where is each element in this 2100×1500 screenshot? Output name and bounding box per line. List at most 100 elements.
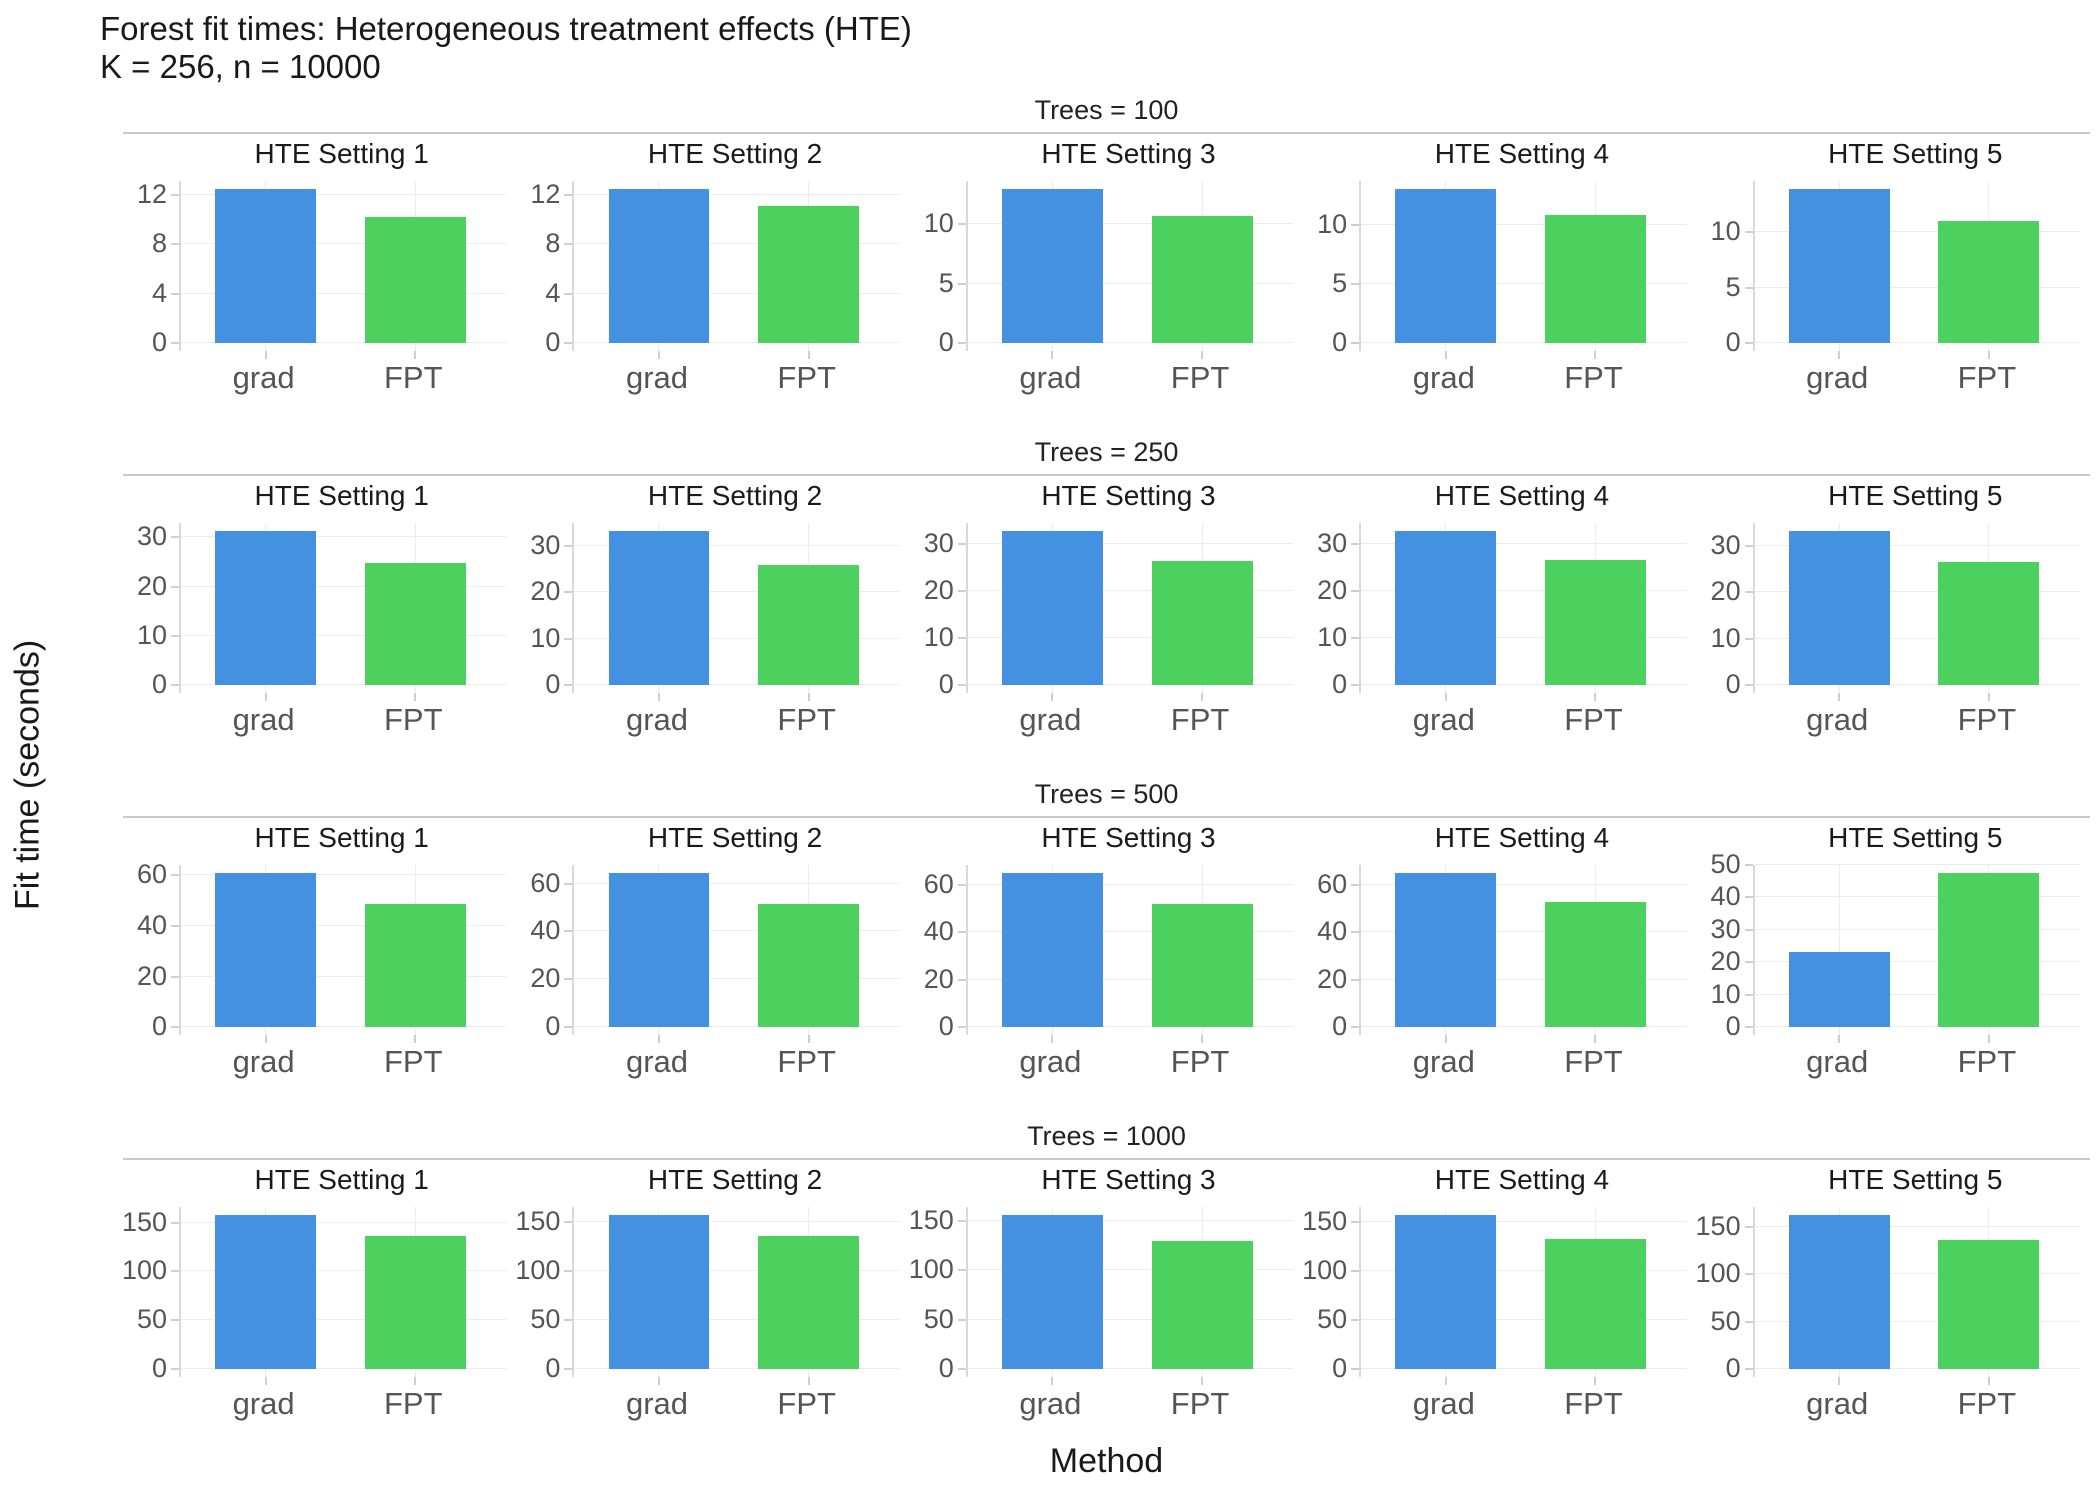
subplot: HTE Setting 2 0 50 100 150 grad FPT <box>515 1163 909 1428</box>
y-tick-label: 60 <box>530 867 561 898</box>
y-tick-mark <box>564 1220 573 1223</box>
y-tick-mark <box>564 1368 573 1371</box>
y-axis-ticks: 0 10 20 30 <box>516 523 573 698</box>
x-category-labels: grad FPT <box>1753 703 2078 739</box>
gridline-horizontal <box>967 684 1294 686</box>
y-tick-mark <box>957 223 966 226</box>
x-tick-mark <box>264 1035 267 1043</box>
y-tick-label: 100 <box>1302 1254 1348 1285</box>
bar-grad <box>215 872 317 1028</box>
bar-grad <box>1788 952 1890 1028</box>
y-tick-label: 60 <box>1317 868 1348 899</box>
gridline-horizontal <box>1754 231 2080 233</box>
gridline-horizontal <box>574 292 900 294</box>
x-tick-label-grad: grad <box>1019 1044 1082 1079</box>
gridline-horizontal <box>1754 1226 2080 1228</box>
subplot-title: HTE Setting 1 <box>254 480 429 511</box>
bar-grad <box>215 530 317 686</box>
gridline-horizontal <box>1754 896 2080 898</box>
x-tick-mark <box>807 1377 810 1385</box>
plot-area: 0 10 20 30 <box>1303 523 1696 701</box>
x-category-labels: grad FPT <box>1359 703 1684 739</box>
y-axis-ticks: 0 50 100 150 <box>1695 1207 1753 1382</box>
bar-grad <box>608 1214 710 1370</box>
gridline-horizontal <box>181 292 507 294</box>
gridline-horizontal <box>967 1219 1294 1221</box>
x-tick-label-fpt: FPT <box>1170 1386 1230 1421</box>
y-tick-mark <box>171 975 179 978</box>
x-category-labels: grad FPT <box>966 703 1291 739</box>
y-tick-mark <box>1351 342 1360 345</box>
y-axis-ticks: 0 5 10 <box>1697 181 1753 356</box>
y-axis-ticks: 0 10 20 30 <box>910 523 966 698</box>
y-tick-mark <box>171 193 179 196</box>
y-axis-ticks: 0 5 10 <box>910 181 966 356</box>
x-category-labels: grad FPT <box>1359 1387 1684 1423</box>
y-tick-mark <box>1744 591 1753 594</box>
gridline-horizontal <box>1361 931 1687 933</box>
x-tick-mark <box>657 1377 660 1385</box>
x-category-labels: grad FPT <box>1359 361 1684 397</box>
y-axis-ticks: 0 50 100 150 <box>122 1207 179 1382</box>
x-tick-label-fpt: FPT <box>777 702 836 737</box>
x-tick-mark <box>1444 1377 1447 1385</box>
y-tick-label: 0 <box>151 669 167 700</box>
y-tick-mark <box>957 342 966 345</box>
y-tick-mark <box>957 1269 966 1272</box>
x-tick-mark <box>1987 1377 1990 1385</box>
x-tick-mark <box>1201 1377 1204 1385</box>
gridline-horizontal <box>574 978 900 980</box>
x-tick-mark <box>1201 351 1204 359</box>
x-tick-mark <box>1444 693 1447 701</box>
y-tick-mark <box>1744 637 1753 640</box>
x-tick-mark <box>1051 693 1054 701</box>
y-tick-mark <box>171 292 179 295</box>
gridline-horizontal <box>574 882 900 884</box>
x-tick-label-fpt: FPT <box>777 1044 836 1079</box>
plot-area: 0 20 40 60 <box>516 865 909 1043</box>
gridline-horizontal <box>574 1026 900 1028</box>
x-tick-label-grad: grad <box>625 1386 689 1421</box>
plot-area: 0 50 100 150 <box>1302 1207 1696 1385</box>
x-tick-label-fpt: FPT <box>1170 702 1230 737</box>
y-tick-label: 50 <box>1710 1305 1741 1336</box>
plot-area: 0 20 40 60 <box>910 865 1303 1043</box>
gridline-horizontal <box>967 931 1294 933</box>
y-tick-mark <box>564 544 573 547</box>
gridline-horizontal <box>1754 863 2080 865</box>
gridline-horizontal <box>1754 993 2080 995</box>
plot-area: 0 4 8 12 <box>516 180 909 359</box>
y-tick-mark <box>1744 1368 1753 1371</box>
y-tick-label: 60 <box>136 859 167 890</box>
y-tick-label: 10 <box>1710 622 1741 653</box>
y-tick-mark <box>1744 961 1753 964</box>
x-tick-mark <box>807 1035 810 1043</box>
y-tick-mark <box>1351 1368 1360 1371</box>
x-tick-mark <box>1838 351 1841 359</box>
x-tick-label-grad: grad <box>1019 702 1082 737</box>
plot-area: 0 5 10 <box>1303 181 1696 359</box>
y-tick-label: 100 <box>515 1254 561 1285</box>
subplot: HTE Setting 4 0 50 100 150 grad FPT <box>1302 1163 1696 1428</box>
bar-grad <box>1395 530 1497 686</box>
bar-fpt <box>1545 902 1646 1028</box>
y-tick-label: 100 <box>1695 1258 1741 1289</box>
plot-panel <box>1752 863 2080 1043</box>
x-category-labels: grad FPT <box>572 1045 897 1081</box>
y-tick-mark <box>171 634 179 637</box>
y-tick-mark <box>957 590 966 593</box>
bar-fpt <box>364 1236 466 1370</box>
gridline-horizontal <box>1754 928 2080 930</box>
x-tick-label-grad: grad <box>232 1386 295 1421</box>
y-axis-ticks: 0 50 100 150 <box>909 1206 966 1382</box>
y-tick-label: 20 <box>530 576 561 607</box>
plot-panel <box>572 1207 900 1385</box>
gridline-horizontal <box>1754 591 2080 593</box>
y-tick-mark <box>564 930 573 933</box>
gridline-horizontal <box>574 342 900 344</box>
x-tick-mark <box>1201 1035 1204 1043</box>
y-tick-mark <box>171 684 179 687</box>
gridline-horizontal <box>574 684 900 686</box>
subplot-title: HTE Setting 1 <box>254 1164 429 1195</box>
gridline-horizontal <box>181 684 507 686</box>
